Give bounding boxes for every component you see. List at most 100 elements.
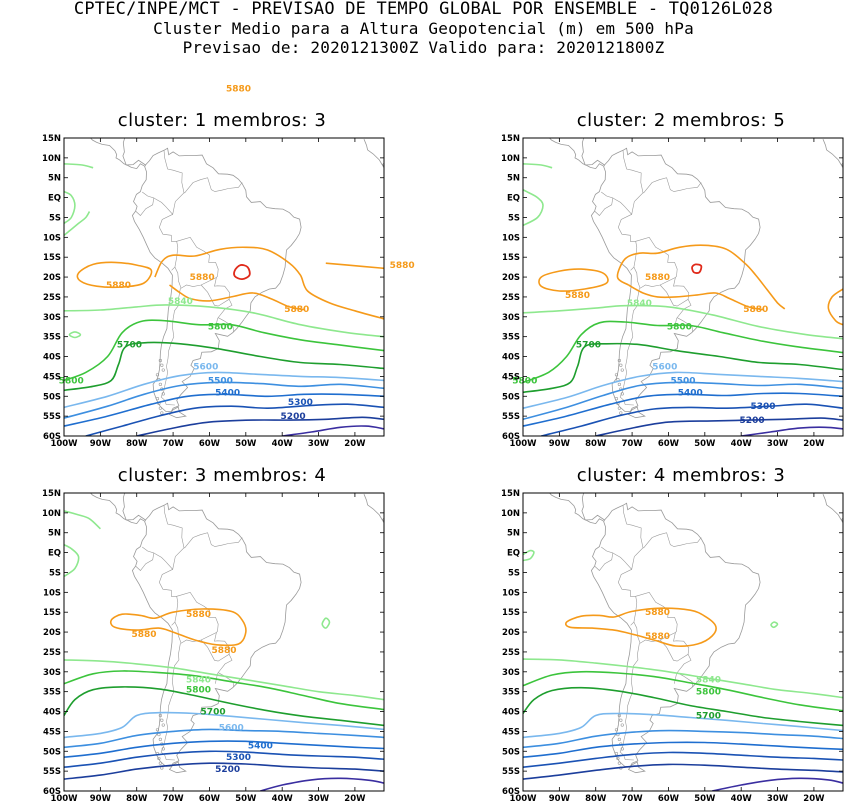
contour-5300 [85,403,384,436]
contour-label: 5700 [201,708,226,718]
contour-label: 5880 [190,273,215,283]
lat-label: 50S [502,747,520,757]
lon-label: 30W [767,794,789,804]
country-border [622,505,644,548]
contour-5800 [523,670,843,712]
archipelago-island [158,382,162,386]
lat-label: 20S [43,273,61,283]
south-america-coastline [590,502,761,767]
contour-high-center [233,264,251,281]
lat-label: 10N [42,154,61,164]
lon-label: 80W [126,439,148,449]
contour-5300 [541,403,843,436]
contour-5700 [64,686,384,727]
lat-label: 15S [502,608,520,618]
africa-coastline [363,139,384,172]
contour-5400 [523,741,843,758]
lat-label: 5N [48,529,61,539]
archipelago-island [617,737,621,741]
lat-label: 60S [502,432,520,442]
lat-label: 45S [502,727,520,737]
lat-label: EQ [48,549,61,559]
cuba-coastline [119,461,155,474]
lon-label: 90W [549,794,571,804]
cuba-coastline [119,106,155,119]
lat-label: 10N [501,509,520,519]
contour-5880 [325,262,384,270]
contour-label: 5840 [186,676,211,686]
country-border [619,288,640,406]
panel-title: cluster: 3 membros: 4 [117,465,327,486]
hispaniola-coastline [157,474,179,481]
lat-label: 15N [42,134,61,144]
archipelago-island [155,728,160,732]
contour-5400 [64,740,384,758]
country-border [200,277,231,307]
country-border [215,317,219,329]
lat-label: 10S [43,588,61,598]
cuba-coastline [578,106,614,119]
lat-label: 45S [43,372,61,382]
header-line-2: Cluster Medio para a Altura Geopotencial… [153,19,694,38]
archipelago-island [158,737,162,741]
cluster-map-1: 5880 5880 5880 5880 5880 5840 5800 5800 5700 5600… [42,84,415,449]
lat-label: 50S [43,392,61,402]
archipelago-island [620,392,624,396]
lon-label: 50W [235,439,257,449]
archipelago-island [161,723,165,727]
map-content [64,106,384,436]
contour-5800 [523,320,843,384]
contour-label: 5700 [576,341,601,351]
lon-label: 20W [344,439,366,449]
contour-5100 [260,777,384,791]
lat-label: 30S [502,313,520,323]
contour-label: 5880 [284,305,309,315]
lon-label: 70W [621,439,643,449]
archipelago-island [158,761,162,765]
contour-label: 5500 [670,376,695,386]
contour-5880 [538,268,609,292]
lon-label: 70W [162,794,184,804]
lat-label: 40S [502,353,520,363]
header-line-1: CPTEC/INPE/MCT - PREVISAO DE TEMPO GLOBA… [73,0,774,19]
contour-label: 5880 [645,273,670,283]
contour-5500 [523,729,843,749]
lat-label: 15N [501,134,520,144]
country-border [160,288,181,406]
contour-label: 5880 [743,305,768,315]
central-america-coast [581,493,605,521]
contour-label: 5600 [193,362,218,372]
lon-label: 40W [272,439,294,449]
map-content [64,461,384,791]
lat-label: 5N [48,174,61,184]
archipelago-island [617,406,621,410]
lat-label: EQ [507,194,520,204]
lon-label: 100W [50,794,78,804]
lat-label: 35S [43,688,61,698]
contour-5840 [523,658,843,699]
contour-5400 [64,393,384,427]
country-border [158,214,179,271]
lat-label: 30S [43,668,61,678]
lon-label: 100W [509,439,537,449]
contour-label: 5840 [168,297,193,307]
lat-label: 15N [501,489,520,499]
map-frame [63,492,385,792]
contour-label: 5200 [281,412,306,422]
contour-5840 [523,188,544,227]
contour-label: 5880 [211,646,236,656]
cluster-panel-1: cluster: 1 membros: 3 5880 5880 5880 5880 58… [0,84,415,452]
contour-5600 [64,371,384,409]
country-border [594,546,614,571]
contour-5880 [616,244,786,310]
contour-5100 [711,777,843,791]
archipelago-island [614,397,619,401]
lon-label: 20W [803,794,825,804]
lat-label: 5S [508,213,520,223]
archipelago-island [616,756,620,761]
lat-label: 60S [43,787,61,797]
lon-label: 70W [162,439,184,449]
lon-label: 30W [308,794,330,804]
map-frame [522,492,844,792]
